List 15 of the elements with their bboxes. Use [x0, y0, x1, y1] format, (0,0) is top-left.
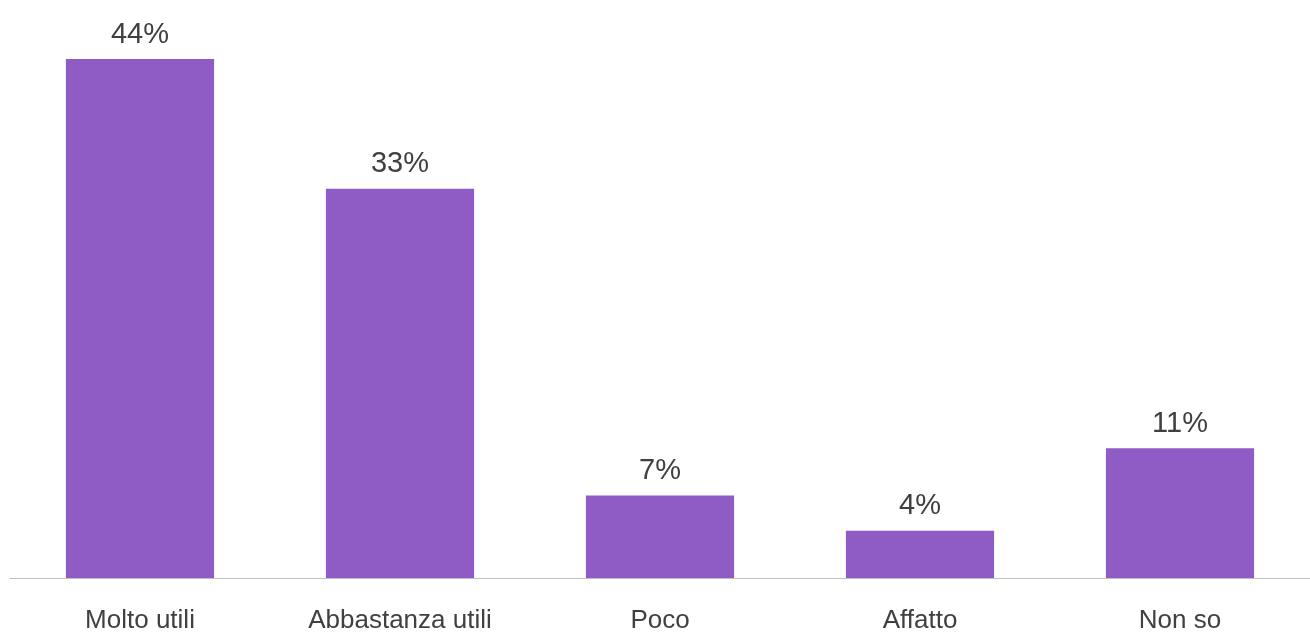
x-tick-label: Poco [630, 604, 690, 634]
data-label: 7% [639, 452, 681, 485]
bar [1105, 448, 1255, 578]
x-tick-label: Molto utili [85, 604, 195, 634]
data-label: 44% [110, 16, 170, 49]
data-label: 11% [1152, 405, 1208, 438]
bar [845, 530, 995, 578]
x-tick-label: Abbastanza utili [308, 604, 492, 634]
bar [325, 188, 475, 578]
bar [585, 495, 735, 578]
bar [65, 59, 215, 578]
data-label: 33% [370, 146, 430, 179]
x-tick-label: Affatto [882, 604, 958, 634]
x-tick-label: Non so [1138, 604, 1222, 634]
data-label: 4% [899, 488, 941, 521]
